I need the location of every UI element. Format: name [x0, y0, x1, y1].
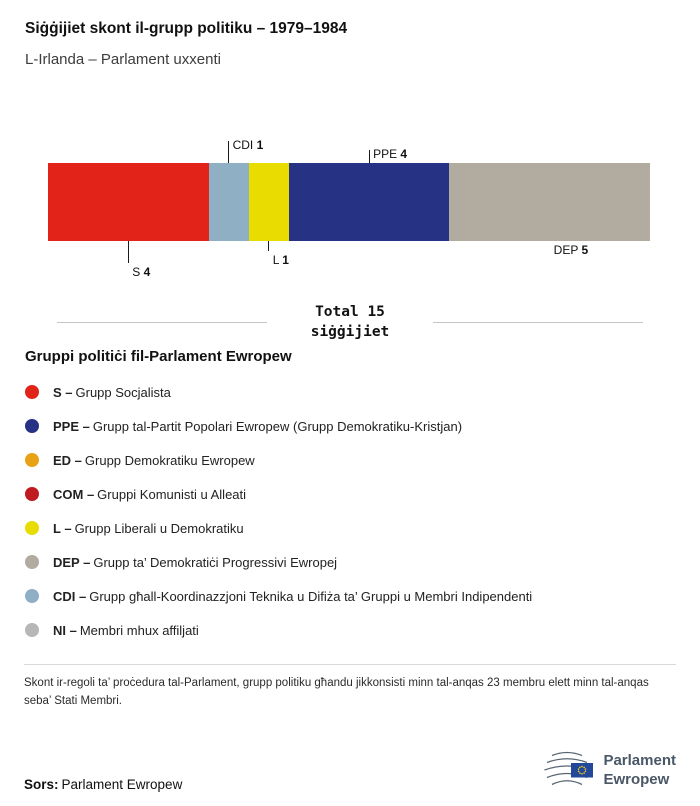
legend-item-dep: DEP – Grupp ta’ Demokratiċi Progressivi E… — [25, 545, 675, 579]
total-label: Total 15 siġġijiet — [311, 302, 390, 342]
ep-logo-icon — [544, 751, 594, 786]
leader-line-cdi — [228, 141, 230, 163]
leader-line-s — [127, 241, 129, 263]
page-subtitle: L-Irlanda – Parlament uxxenti — [25, 51, 221, 68]
bar-segment-ppe — [288, 163, 450, 241]
legend-text: Grupp għall-Koordinazzjoni Teknika u Dif… — [89, 588, 533, 604]
leader-line-l — [268, 241, 270, 251]
total-rule-right — [433, 321, 644, 323]
source-line: Sors: Parlament Ewropew — [24, 777, 182, 792]
legend-dot-com-icon — [25, 487, 39, 501]
page-title: Siġġijiet skont il-grupp politiku – 1979… — [25, 20, 348, 37]
bar-label-ppe: PPE 4 — [373, 147, 408, 161]
legend-abbr: DEP – — [53, 554, 91, 570]
legend-dot-ppe-icon — [25, 419, 39, 433]
legend-abbr: S – — [53, 384, 73, 400]
total-line1: Total 15 — [315, 304, 385, 320]
legend-abbr: NI – — [53, 622, 77, 638]
bar-segment-dep — [449, 163, 650, 241]
footer: Sors: Parlament Ewropew — [24, 748, 676, 792]
legend-text: Grupp Socjalista — [75, 384, 171, 400]
legend-item-ni: NI – Membri mhux affiljati — [25, 613, 675, 647]
legend-dot-ni-icon — [25, 623, 39, 637]
legend-text: Grupp ta’ Demokratiċi Progressivi Ewrope… — [93, 554, 338, 570]
bar-label-s: S 4 — [132, 265, 151, 279]
ep-logo-text: Parlament Ewropew — [603, 751, 676, 789]
legend-abbr: PPE – — [53, 418, 90, 434]
stacked-bar — [48, 163, 650, 241]
logo-line1: Parlament — [603, 752, 676, 769]
footnote-divider — [24, 664, 676, 665]
legend-heading: Gruppi politiċi fil-Parlament Ewropew — [25, 348, 292, 365]
legend-item-l: L – Grupp Liberali u Demokratiku — [25, 511, 675, 545]
legend-dot-ed-icon — [25, 453, 39, 467]
legend-list: S – Grupp Socjalista PPE – Grupp tal-Partit… — [25, 375, 675, 647]
legend-dot-cdi-icon — [25, 589, 39, 603]
footnote: Skont ir-regoli ta’ proċedura tal-Parlam… — [24, 677, 649, 707]
legend-abbr: L – — [53, 520, 72, 536]
source-label: Sors: — [24, 777, 59, 792]
seats-chart: S 4 CDI 1 L 1 PPE 4 DEP 5 — [48, 130, 650, 300]
logo-line2: Ewropew — [603, 771, 670, 788]
legend-dot-s-icon — [25, 385, 39, 399]
legend-text: Membri mhux affiljati — [79, 622, 199, 638]
infographic-page: Siġġijiet skont il-grupp politiku – 1979… — [0, 20, 700, 806]
legend-dot-dep-icon — [25, 555, 39, 569]
legend-dot-l-icon — [25, 521, 39, 535]
legend-text: Gruppi Komunisti u Alleati — [97, 486, 247, 502]
eu-flag-icon — [571, 763, 594, 778]
legend-text: Grupp Liberali u Demokratiku — [74, 520, 244, 536]
legend-item-cdi: CDI – Grupp għall-Koordinazzjoni Teknika … — [25, 579, 675, 613]
bar-segment-cdi — [208, 163, 249, 241]
bar-label-l: L 1 — [272, 253, 289, 267]
legend-abbr: CDI – — [53, 588, 87, 604]
total-seats: Total 15 siġġijiet — [57, 302, 644, 342]
legend-text: Grupp tal-Partit Popolari Ewropew (Grupp… — [92, 418, 463, 434]
source-value: Parlament Ewropew — [61, 777, 183, 792]
eu-stars-icon — [578, 765, 587, 775]
ep-logo: Parlament Ewropew — [541, 748, 676, 792]
legend-text: Grupp Demokratiku Ewropew — [84, 452, 255, 468]
legend-abbr: COM – — [53, 486, 95, 502]
legend-item-com: COM – Gruppi Komunisti u Alleati — [25, 477, 675, 511]
bar-segment-l — [248, 163, 289, 241]
legend-item-ppe: PPE – Grupp tal-Partit Popolari Ewropew (… — [25, 409, 675, 443]
legend-item-s: S – Grupp Socjalista — [25, 375, 675, 409]
bar-label-dep: DEP 5 — [553, 243, 589, 257]
total-line2: siġġijiet — [310, 324, 390, 340]
legend-item-ed: ED – Grupp Demokratiku Ewropew — [25, 443, 675, 477]
legend-abbr: ED – — [53, 452, 82, 468]
total-rule-left — [57, 321, 267, 323]
leader-line-ppe — [368, 150, 370, 163]
bar-segment-s — [48, 163, 209, 241]
bar-label-cdi: CDI 1 — [232, 138, 264, 152]
